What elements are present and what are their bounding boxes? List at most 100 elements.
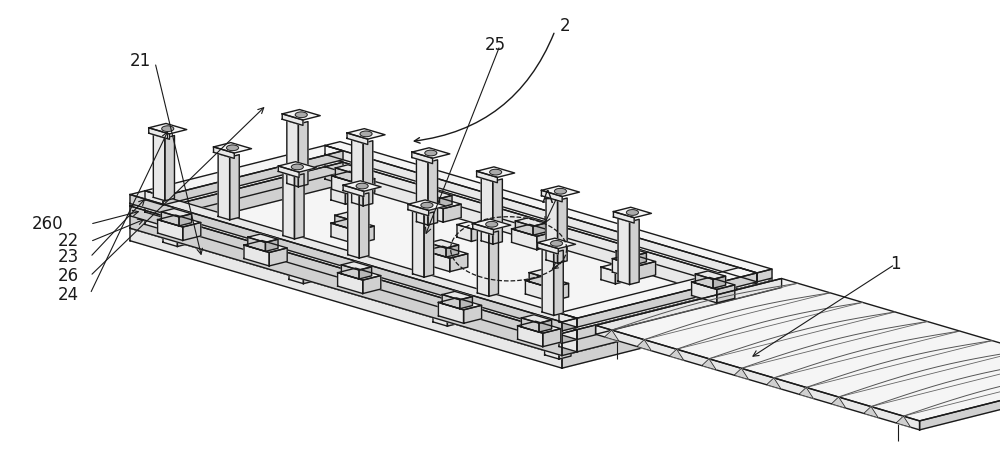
Polygon shape — [605, 330, 619, 341]
Polygon shape — [433, 309, 447, 326]
Polygon shape — [612, 259, 638, 279]
Polygon shape — [214, 143, 252, 153]
Polygon shape — [158, 219, 183, 240]
Polygon shape — [896, 416, 911, 427]
Circle shape — [425, 150, 437, 156]
Text: 1: 1 — [890, 255, 900, 273]
Polygon shape — [130, 202, 577, 333]
Text: 21: 21 — [129, 52, 151, 70]
Text: 22: 22 — [57, 232, 79, 250]
Polygon shape — [539, 320, 552, 332]
Polygon shape — [695, 271, 726, 279]
Polygon shape — [331, 187, 345, 204]
Polygon shape — [282, 114, 303, 126]
Polygon shape — [757, 280, 772, 294]
Polygon shape — [428, 243, 446, 257]
Polygon shape — [554, 250, 563, 315]
Polygon shape — [471, 226, 483, 241]
Polygon shape — [473, 219, 511, 229]
Polygon shape — [408, 204, 429, 216]
Polygon shape — [303, 268, 315, 284]
Polygon shape — [130, 203, 562, 355]
Polygon shape — [335, 212, 365, 220]
Polygon shape — [413, 211, 424, 277]
Polygon shape — [525, 276, 569, 288]
Polygon shape — [464, 305, 482, 323]
Text: 25: 25 — [484, 36, 506, 54]
Polygon shape — [335, 215, 352, 229]
Polygon shape — [433, 306, 459, 313]
Polygon shape — [287, 121, 298, 187]
Polygon shape — [615, 268, 627, 284]
Text: 23: 23 — [57, 248, 79, 266]
Polygon shape — [153, 135, 165, 201]
Polygon shape — [518, 321, 561, 333]
Polygon shape — [493, 179, 502, 244]
Polygon shape — [577, 284, 757, 339]
Polygon shape — [713, 297, 739, 304]
Polygon shape — [542, 249, 554, 315]
Polygon shape — [163, 162, 343, 218]
Polygon shape — [348, 192, 359, 258]
Polygon shape — [529, 270, 559, 278]
Polygon shape — [538, 243, 558, 254]
Polygon shape — [512, 224, 555, 236]
Polygon shape — [559, 322, 577, 352]
Text: 24: 24 — [57, 286, 79, 304]
Polygon shape — [214, 147, 234, 159]
Circle shape — [162, 126, 174, 132]
Polygon shape — [425, 251, 450, 272]
Polygon shape — [338, 273, 363, 294]
Polygon shape — [161, 212, 179, 226]
Circle shape — [356, 183, 368, 189]
Polygon shape — [248, 234, 278, 243]
Polygon shape — [412, 152, 433, 164]
Polygon shape — [331, 185, 357, 192]
Polygon shape — [325, 154, 757, 306]
Polygon shape — [692, 278, 735, 289]
Polygon shape — [163, 151, 343, 205]
Polygon shape — [130, 200, 577, 331]
Polygon shape — [165, 135, 174, 201]
Polygon shape — [562, 318, 577, 331]
Polygon shape — [343, 181, 381, 191]
Polygon shape — [145, 191, 163, 205]
Polygon shape — [638, 261, 656, 279]
Circle shape — [227, 145, 239, 151]
Polygon shape — [601, 264, 627, 271]
Polygon shape — [546, 197, 558, 263]
Polygon shape — [145, 200, 163, 230]
Polygon shape — [457, 225, 471, 241]
Polygon shape — [457, 221, 483, 229]
Polygon shape — [477, 230, 489, 296]
Polygon shape — [559, 344, 571, 359]
Polygon shape — [541, 186, 579, 196]
Polygon shape — [265, 239, 278, 252]
Polygon shape — [559, 279, 757, 329]
Text: A: A — [542, 189, 554, 207]
Polygon shape — [145, 157, 343, 208]
Circle shape — [551, 241, 563, 246]
Polygon shape — [335, 168, 353, 182]
Polygon shape — [145, 145, 343, 196]
Polygon shape — [616, 251, 634, 265]
Polygon shape — [130, 175, 772, 355]
Polygon shape — [596, 325, 920, 430]
Circle shape — [291, 164, 303, 170]
Polygon shape — [601, 267, 615, 284]
Polygon shape — [218, 154, 230, 220]
Polygon shape — [562, 329, 577, 343]
Polygon shape — [734, 368, 749, 379]
Circle shape — [421, 202, 433, 208]
Polygon shape — [331, 223, 356, 244]
Polygon shape — [767, 378, 781, 389]
Polygon shape — [533, 223, 546, 235]
Polygon shape — [248, 237, 265, 252]
Polygon shape — [183, 222, 201, 240]
Polygon shape — [443, 204, 461, 222]
Polygon shape — [577, 282, 757, 352]
Polygon shape — [692, 282, 717, 303]
Polygon shape — [637, 340, 651, 351]
Polygon shape — [442, 291, 472, 300]
Polygon shape — [325, 153, 772, 284]
